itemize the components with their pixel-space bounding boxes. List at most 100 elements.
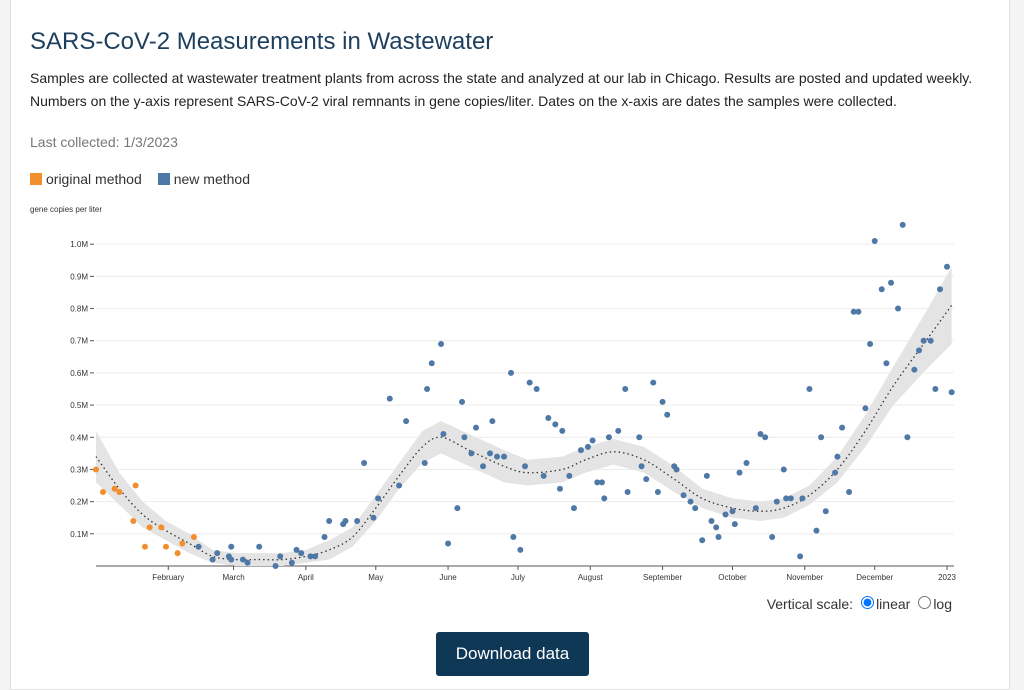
- data-point: [566, 472, 573, 479]
- data-point: [361, 460, 368, 467]
- chart: gene copies per liter 0.1M 0.2M 0.3M 0.4M 0.…: [30, 205, 956, 582]
- data-point: [487, 450, 494, 457]
- data-point: [130, 517, 137, 524]
- data-point: [799, 495, 806, 502]
- data-point: [494, 453, 501, 460]
- data-point: [594, 479, 601, 486]
- data-point: [298, 550, 305, 557]
- data-point: [713, 524, 720, 531]
- data-point: [757, 431, 764, 438]
- data-point: [638, 463, 645, 470]
- data-point: [559, 427, 566, 434]
- data-point: [680, 492, 687, 499]
- last-collected: Last collected: 1/3/2023: [30, 134, 178, 150]
- legend-label: original method: [46, 171, 142, 187]
- legend-item: new method: [157, 171, 251, 187]
- data-point: [540, 472, 547, 479]
- data-point: [904, 434, 911, 441]
- data-point: [944, 263, 951, 270]
- data-point: [813, 527, 820, 534]
- data-point: [636, 434, 643, 441]
- download-button[interactable]: Download data: [436, 632, 589, 676]
- radio[interactable]: [918, 596, 932, 609]
- scale-option[interactable]: linear: [857, 596, 910, 612]
- y-tick-label: 1.0M: [70, 240, 88, 249]
- data-point: [948, 389, 955, 396]
- confidence-band: [96, 266, 952, 566]
- data-point: [797, 553, 804, 560]
- y-axis-label: gene copies per liter: [30, 205, 102, 214]
- data-point: [228, 556, 235, 563]
- data-point: [762, 434, 769, 441]
- data-point: [158, 524, 165, 531]
- data-point: [321, 534, 328, 541]
- page-title: SARS-CoV-2 Measurements in Wastewater: [30, 28, 494, 55]
- radio[interactable]: [861, 596, 875, 609]
- y-tick-label: 0.4M: [70, 433, 88, 442]
- data-point: [871, 237, 878, 244]
- card: [10, 0, 1010, 690]
- data-point: [244, 559, 251, 566]
- data-point: [703, 472, 710, 479]
- data-point: [288, 559, 295, 566]
- x-tick-label: August: [578, 573, 604, 582]
- data-point: [93, 466, 99, 473]
- data-point: [473, 424, 480, 431]
- data-point: [773, 498, 780, 505]
- x-tick-label: February: [152, 573, 184, 582]
- y-tick-label: 0.7M: [70, 337, 88, 346]
- data-point: [375, 495, 382, 502]
- data-point: [729, 508, 736, 515]
- data-point: [911, 366, 918, 373]
- trend-line: [95, 304, 953, 561]
- data-point: [552, 421, 559, 428]
- data-point: [615, 427, 622, 434]
- x-tick-label: June: [439, 573, 457, 582]
- data-point: [386, 395, 393, 402]
- data-point: [370, 514, 377, 521]
- data-point: [342, 517, 349, 524]
- data-point: [293, 546, 300, 553]
- y-tick-label: 0.8M: [70, 305, 88, 314]
- data-point: [116, 488, 123, 495]
- data-point: [396, 482, 403, 489]
- data-point: [99, 488, 106, 495]
- data-point: [818, 434, 825, 441]
- data-point: [522, 463, 528, 470]
- data-point: [162, 543, 169, 550]
- data-point: [517, 546, 524, 553]
- data-point: [272, 563, 279, 569]
- data-point: [780, 466, 787, 473]
- data-point: [715, 534, 722, 541]
- data-point: [132, 482, 139, 489]
- description: Samples are collected at wastewater trea…: [30, 70, 973, 109]
- data-point: [174, 550, 181, 557]
- data-point: [673, 466, 680, 473]
- data-point: [421, 460, 428, 467]
- data-point: [932, 386, 939, 392]
- data-point: [179, 540, 186, 547]
- legend-label: new method: [173, 171, 251, 187]
- data-point: [659, 398, 666, 405]
- x-tick-label: November: [786, 573, 823, 582]
- data-point: [708, 517, 715, 524]
- data-point: [692, 505, 699, 512]
- data-point: [239, 556, 246, 563]
- data-point: [937, 286, 944, 293]
- data-point: [622, 386, 629, 392]
- data-point: [577, 447, 584, 454]
- data-point: [326, 517, 333, 524]
- data-point: [195, 543, 202, 550]
- scale-option[interactable]: log: [914, 596, 952, 612]
- x-tick-label: May: [368, 573, 383, 582]
- data-point: [508, 369, 515, 376]
- data-point: [545, 414, 552, 421]
- data-point: [468, 450, 475, 457]
- y-tick-label: 0.2M: [70, 498, 88, 507]
- data-point: [428, 360, 435, 367]
- y-tick-label: 0.6M: [70, 369, 88, 378]
- x-tick-label: March: [222, 573, 244, 582]
- data-point: [589, 437, 596, 444]
- x-tick-label: October: [718, 573, 747, 582]
